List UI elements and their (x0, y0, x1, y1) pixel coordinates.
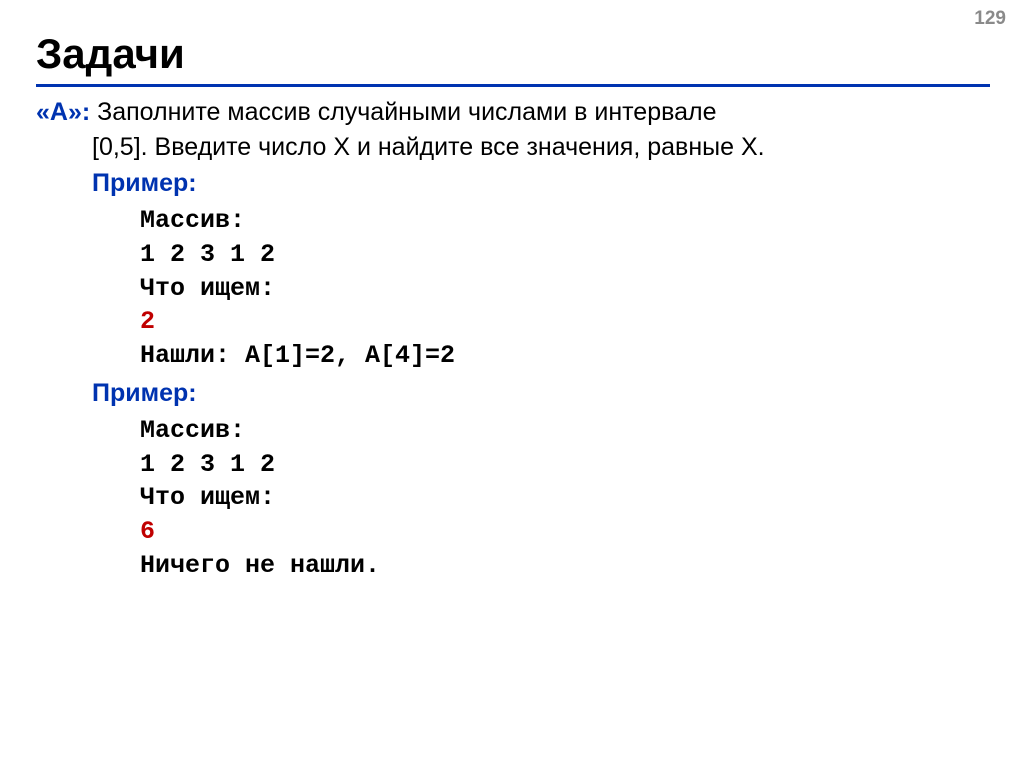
example1-block: Массив: 1 2 3 1 2 Что ищем: 2 Нашли: A[1… (140, 204, 996, 373)
example2-line3: Что ищем: (140, 483, 275, 512)
example2-block: Массив: 1 2 3 1 2 Что ищем: 6 Ничего не … (140, 414, 996, 583)
task-text-line2: [0,5]. Введите число X и найдите все зна… (92, 131, 996, 164)
example1-label: Пример: (92, 169, 996, 198)
example2-line5: Ничего не нашли. (140, 551, 380, 580)
page-title: Задачи (36, 30, 185, 78)
example1-line3: Что ищем: (140, 274, 275, 303)
example1-line5: Нашли: A[1]=2, A[4]=2 (140, 341, 455, 370)
content-area: «A»: Заполните массив случайными числами… (36, 96, 996, 583)
title-underline (36, 84, 990, 87)
example2-label: Пример: (92, 379, 996, 408)
example1-line1: Массив: (140, 206, 245, 235)
example2-line1: Массив: (140, 416, 245, 445)
example2-line2: 1 2 3 1 2 (140, 450, 275, 479)
task-description: «A»: Заполните массив случайными числами… (36, 96, 996, 163)
task-text-line1: Заполните массив случайными числами в ин… (90, 98, 716, 126)
task-label: «A»: (36, 98, 90, 126)
page-number: 129 (974, 8, 1006, 30)
example1-highlight: 2 (140, 307, 155, 336)
example2-highlight: 6 (140, 517, 155, 546)
example1-line2: 1 2 3 1 2 (140, 240, 275, 269)
